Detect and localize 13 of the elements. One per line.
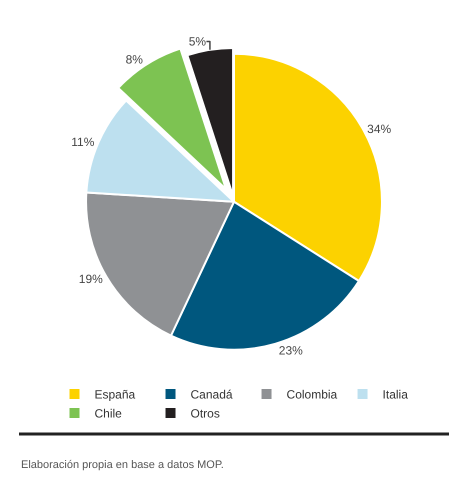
legend-label: Canadá xyxy=(190,388,233,402)
data-label: 8% xyxy=(126,52,144,66)
data-label: 5% xyxy=(188,34,206,49)
legend-label: Colombia xyxy=(286,388,338,402)
legend-label: Otros xyxy=(190,406,220,421)
legend-label: España xyxy=(94,388,136,402)
data-label: 19% xyxy=(78,272,104,286)
data-label: 34% xyxy=(367,122,392,136)
text: Elaboración propia en base a datos MOP. xyxy=(21,459,224,471)
legend-label: Chile xyxy=(94,406,122,421)
data-label: 23% xyxy=(278,343,304,358)
data-label: 11% xyxy=(71,134,95,149)
legend-label: Italia xyxy=(382,388,408,402)
